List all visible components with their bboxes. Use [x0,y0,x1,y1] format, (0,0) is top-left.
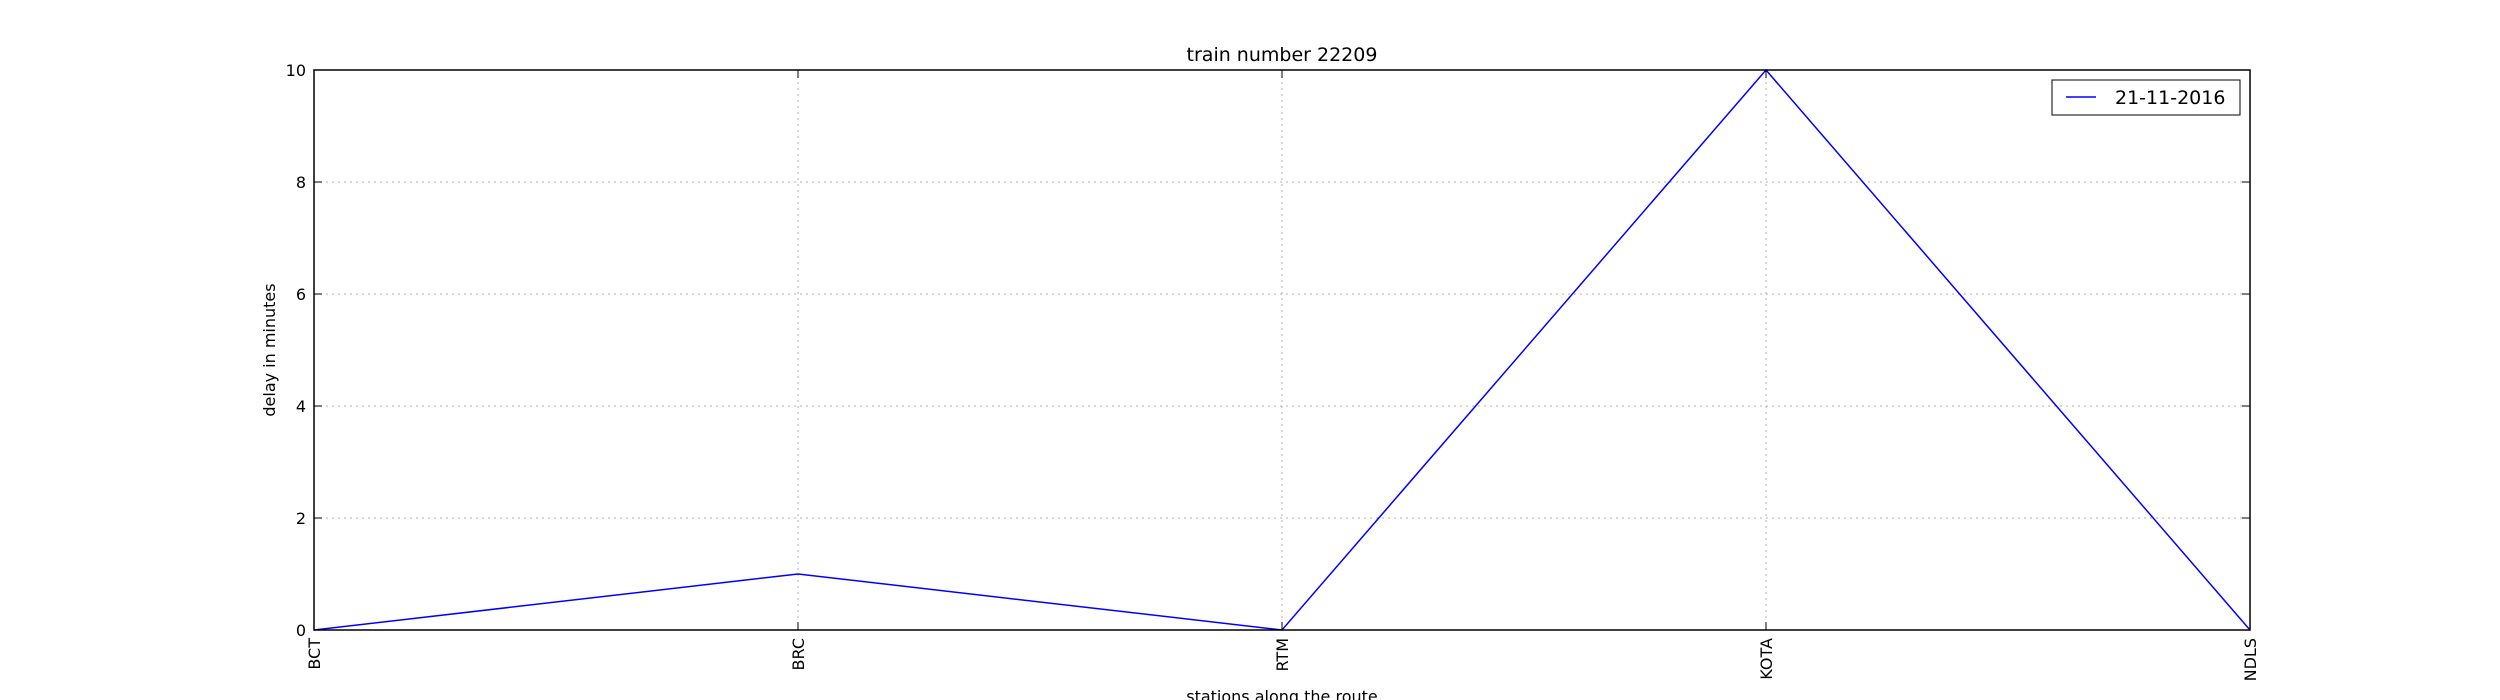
chart-title: train number 22209 [1187,44,1378,66]
x-tick-label: BRC [789,638,808,670]
x-tick-label: KOTA [1757,638,1776,680]
legend-box [2051,79,2241,116]
legend: 21-11-2016 [2051,79,2241,116]
x-tick-label: NDLS [2241,638,2260,681]
x-tick-label: BCT [305,638,324,670]
gridlines [313,69,2251,631]
y-tick-label: 0 [296,621,306,640]
y-tick-label: 4 [296,397,306,416]
legend-label: 21-11-2016 [2115,87,2225,109]
x-axis-ticks: BCT BRC RTM KOTA NDLS [305,70,2260,681]
y-axis-label: delay in minutes [260,283,279,416]
x-tick-label: RTM [1273,638,1292,672]
y-tick-label: 6 [296,285,306,304]
y-tick-label: 10 [286,61,306,80]
y-tick-label: 2 [296,509,306,528]
x-axis-label: stations along the route [1186,687,1378,700]
y-axis-ticks: 0 2 4 6 8 10 [286,61,2250,640]
y-tick-label: 8 [296,173,306,192]
